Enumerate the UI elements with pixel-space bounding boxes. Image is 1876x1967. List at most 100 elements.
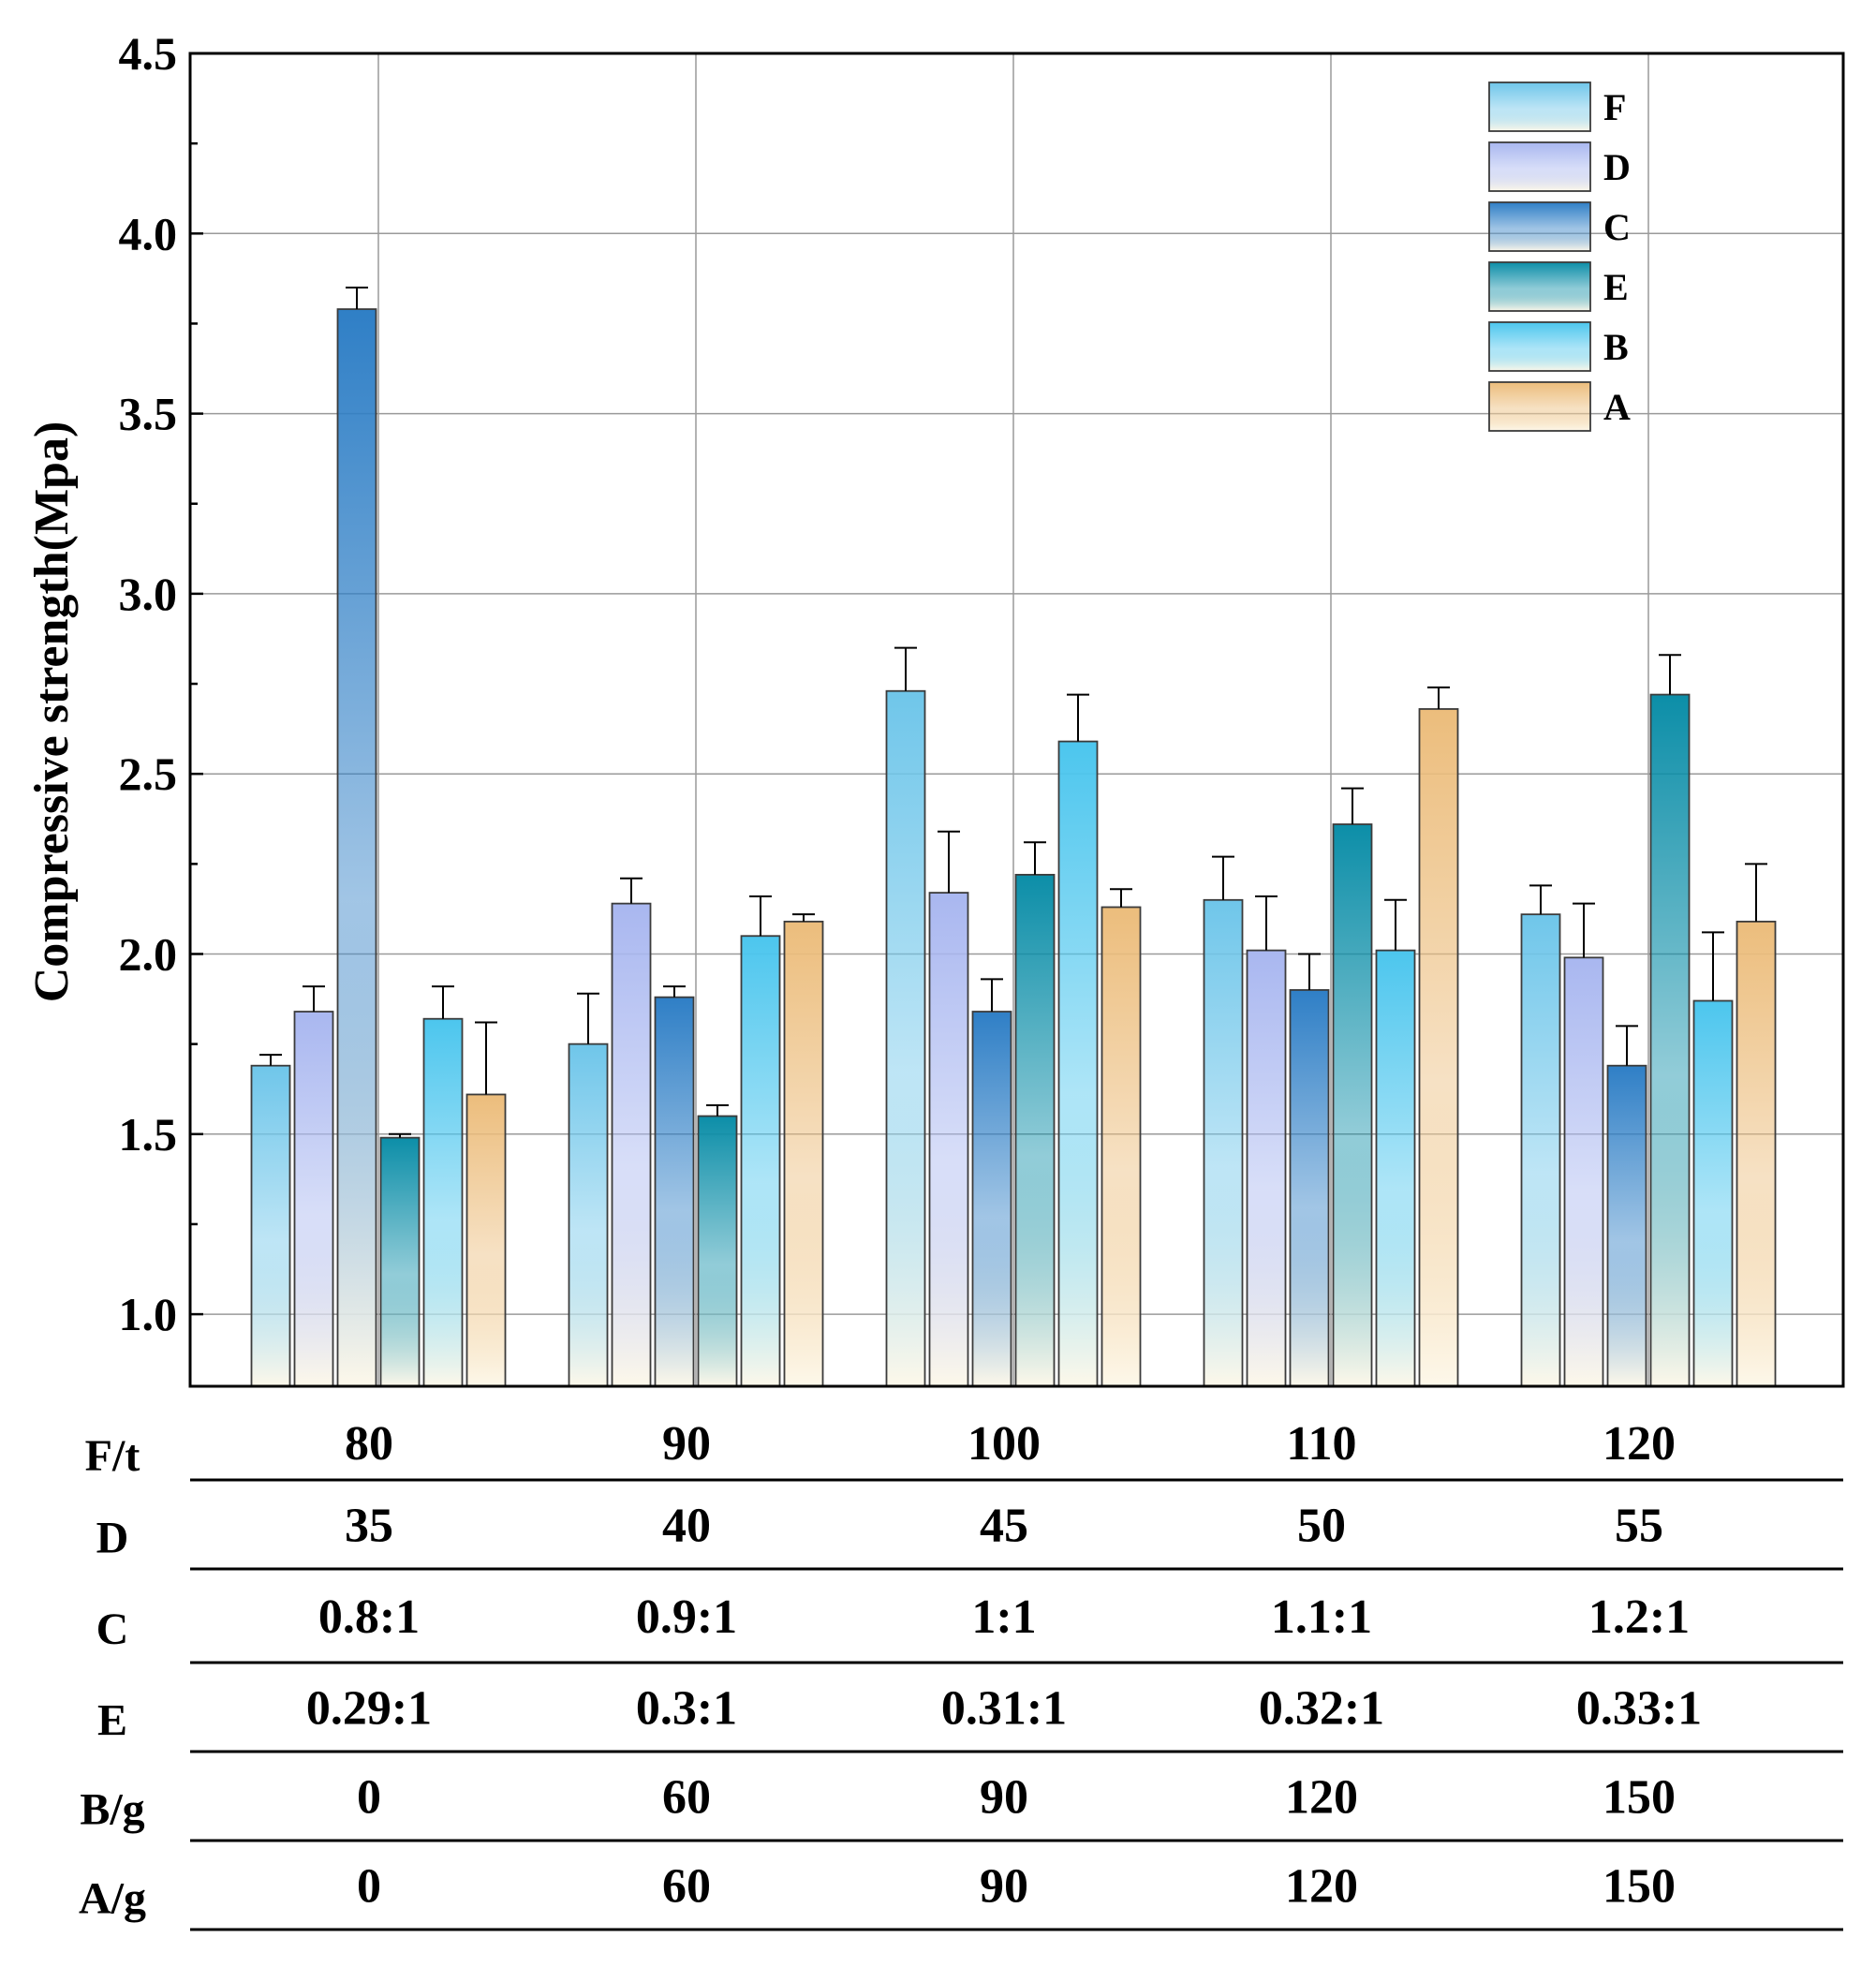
table-cell: 1:1 — [971, 1590, 1036, 1644]
table-cell: 1.2:1 — [1588, 1590, 1690, 1644]
table-cell: 150 — [1603, 1860, 1676, 1914]
bar-C-3 — [971, 1011, 1012, 1387]
bar-A-5 — [1736, 920, 1777, 1387]
error-bar-A-2 — [792, 913, 815, 922]
error-bar-A-3 — [1110, 888, 1132, 908]
bar-E-3 — [1014, 873, 1056, 1387]
y-tick-label: 3.5 — [119, 388, 178, 440]
bar-D-2 — [611, 902, 652, 1387]
error-bar-E-5 — [1659, 654, 1681, 695]
error-bar-E-2 — [706, 1104, 729, 1117]
error-bar-B-2 — [749, 895, 772, 937]
table-row-label: F/t — [85, 1431, 140, 1481]
error-bar-D-5 — [1573, 902, 1595, 958]
error-bar-F-2 — [577, 992, 599, 1044]
table-cell: 0.8:1 — [318, 1590, 420, 1644]
error-bar-A-5 — [1745, 863, 1767, 922]
bar-C-1 — [336, 308, 377, 1387]
legend-swatch-A — [1488, 381, 1591, 432]
error-bar-C-5 — [1616, 1025, 1638, 1066]
parameter-table: F/t 80 90 100 110 120 D 35 40 45 50 55 C 0.8:1 0.9:1 1:… — [79, 1417, 1843, 1931]
y-tick-label: 2.0 — [119, 927, 178, 980]
bar-D-3 — [928, 892, 969, 1387]
table-cell: 80 — [345, 1417, 393, 1471]
bar-F-2 — [568, 1043, 609, 1387]
bar-C-4 — [1289, 989, 1330, 1387]
bar-B-1 — [422, 1017, 464, 1387]
error-bar-A-4 — [1427, 686, 1450, 709]
table-cell: 0.3:1 — [636, 1682, 737, 1736]
plot-frame — [188, 52, 1845, 1388]
bar-B-3 — [1057, 740, 1099, 1387]
bar-B-5 — [1692, 999, 1734, 1387]
error-bar-E-3 — [1024, 841, 1046, 875]
table-cell: 35 — [345, 1500, 393, 1553]
legend-label-B: B — [1603, 326, 1629, 368]
error-bar-B-1 — [432, 985, 454, 1019]
bars — [250, 286, 1777, 1387]
table-cell: 0.29:1 — [306, 1682, 432, 1736]
legend-label-C: C — [1603, 206, 1631, 248]
bar-F-4 — [1203, 898, 1244, 1387]
y-tick-label: 1.0 — [119, 1288, 178, 1340]
error-bar-F-3 — [894, 646, 917, 691]
y-tick-label: 4.0 — [119, 207, 178, 259]
bar-A-1 — [465, 1093, 507, 1387]
table-cell: 120 — [1603, 1417, 1676, 1471]
table-row-label: B/g — [80, 1785, 144, 1835]
y-tick-label: 3.0 — [119, 568, 178, 620]
bar-D-5 — [1563, 956, 1604, 1387]
error-bar-B-3 — [1067, 693, 1089, 742]
error-bar-C-3 — [981, 978, 1003, 1013]
legend-label-E: E — [1603, 266, 1629, 308]
legend-swatch-C — [1488, 201, 1591, 252]
error-bar-E-4 — [1341, 787, 1364, 825]
table-cell: 0.32:1 — [1259, 1682, 1384, 1736]
table-cell: 90 — [980, 1771, 1028, 1825]
error-bar-D-1 — [303, 985, 325, 1013]
legend-swatch-D — [1488, 141, 1591, 192]
bar-B-2 — [740, 935, 781, 1387]
table-cell: 100 — [968, 1417, 1041, 1471]
error-bar-A-1 — [475, 1021, 497, 1095]
table-cell: 40 — [662, 1500, 711, 1553]
bar-F-5 — [1520, 913, 1561, 1387]
y-tick-label: 4.5 — [119, 27, 178, 80]
bar-B-4 — [1375, 949, 1416, 1387]
legend-label-F: F — [1603, 86, 1626, 128]
table-cell: 120 — [1285, 1771, 1358, 1825]
table-row-label: C — [96, 1605, 129, 1654]
table-cell: 50 — [1297, 1500, 1346, 1553]
table-cell: 1.1:1 — [1271, 1590, 1372, 1644]
table-cell: 90 — [662, 1417, 711, 1471]
legend-label-D: D — [1603, 146, 1631, 188]
error-bar-D-3 — [938, 830, 960, 894]
error-bar-D-4 — [1255, 895, 1278, 951]
error-bar-B-5 — [1702, 931, 1724, 1001]
y-axis-label: Compressive strength(Mpa) — [25, 422, 79, 1003]
bar-C-5 — [1606, 1064, 1647, 1387]
table-cell: 120 — [1285, 1860, 1358, 1914]
bar-F-1 — [250, 1064, 291, 1387]
table-row-label: E — [97, 1696, 127, 1746]
table-cell: 0.33:1 — [1576, 1682, 1702, 1736]
table-cell: 0.9:1 — [636, 1590, 737, 1644]
error-bar-F-4 — [1212, 855, 1234, 900]
error-bar-F-1 — [259, 1054, 282, 1066]
error-bar-C-2 — [663, 985, 686, 998]
table-cell: 60 — [662, 1771, 711, 1825]
y-tick-label: 1.5 — [119, 1108, 178, 1161]
bar-E-1 — [379, 1136, 421, 1387]
table-cell: 0 — [357, 1771, 381, 1825]
table-cell: 0.31:1 — [941, 1682, 1067, 1736]
table-cell: 0 — [357, 1860, 381, 1914]
table-cell: 45 — [980, 1500, 1028, 1553]
bar-D-1 — [293, 1011, 334, 1387]
table-cell: 90 — [980, 1860, 1028, 1914]
bar-A-3 — [1100, 906, 1142, 1387]
table-row-label: A/g — [79, 1874, 146, 1924]
bar-F-3 — [885, 689, 926, 1387]
error-bar-B-4 — [1384, 898, 1407, 951]
